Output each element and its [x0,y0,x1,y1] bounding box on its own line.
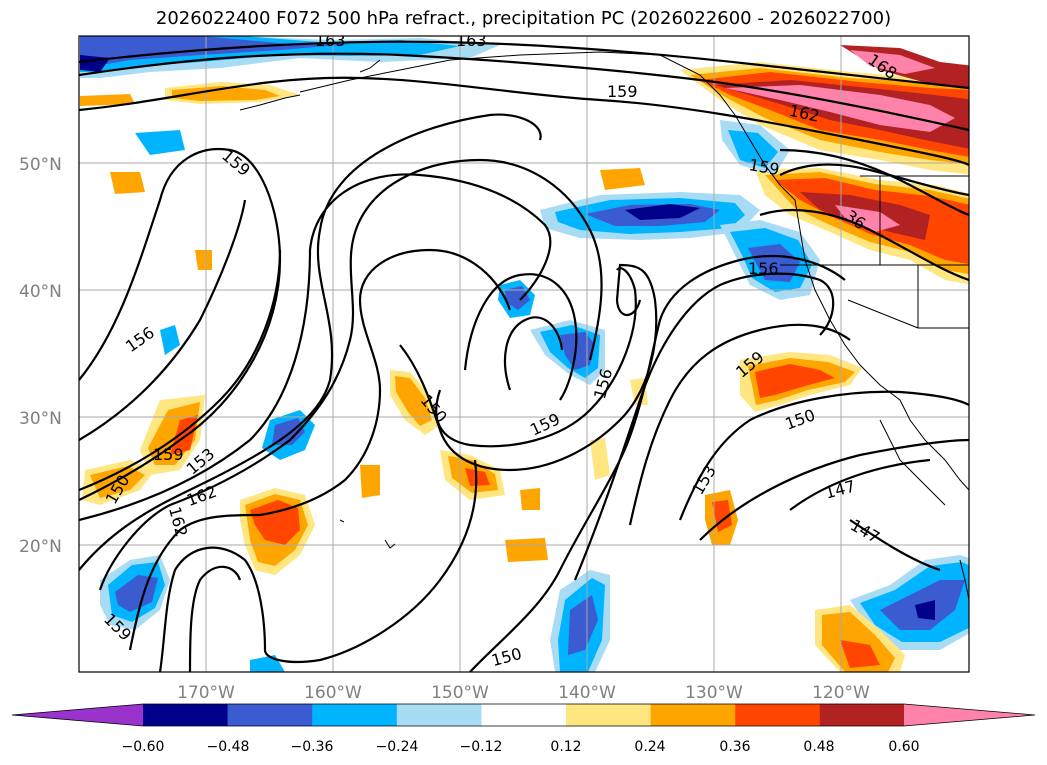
colorbar-segment [566,704,652,726]
colorbar-tick: 0.60 [888,739,919,755]
contour-label: 163 [315,31,346,50]
lon-label: 120°W [812,683,870,703]
lon-label: 170°W [177,683,235,703]
longitude-labels: 170°W 160°W 150°W 140°W 130°W 120°W [177,683,870,703]
contour-label: 162 [184,482,219,510]
contour-label: 150 [782,405,817,433]
lat-label: 50°N [19,155,62,175]
colorbar-tick: −0.60 [122,739,165,755]
colorbar-tick: −0.24 [376,739,419,755]
height-contours [79,40,969,672]
colorbar-tick: −0.12 [460,739,503,755]
colorbar-tick: −0.36 [291,739,334,755]
lat-label: 40°N [19,282,62,302]
colorbar-ticks: −0.60 −0.48 −0.36 −0.24 −0.12 0.12 0.24 … [122,739,920,755]
contour-label: 159 [153,445,184,464]
colorbar-extend-max [904,704,1035,726]
contour-label: 159 [607,82,638,101]
contour-label: 156 [122,323,158,356]
colorbar-segment [481,704,567,726]
precip-negative-areas [80,36,969,672]
colorbar-segment [312,704,398,726]
contour-label: 159 [527,409,563,439]
colorbar-segment [650,704,736,726]
contour-label: 156 [748,259,779,278]
contour-label: 147 [823,476,857,502]
map-frame [78,35,970,673]
colorbar-outline [11,703,1036,727]
colorbar-tick: 0.12 [550,739,581,755]
contour-label: 163 [456,31,487,50]
precip-positive-areas [80,82,905,672]
colorbar [11,703,1036,727]
contour-label: 147 [847,515,883,547]
map-plot-area: 163 163 159 159 162 168 159 156 156 159 … [79,31,969,672]
colorbar-segment [227,704,313,726]
colorbar-extend-min [12,704,143,726]
contour-label: 159 [218,146,254,180]
latitude-labels: 50°N 40°N 30°N 20°N [19,155,62,557]
colorbar-segment [396,704,482,726]
lon-label: 150°W [431,683,489,703]
colorbar-tick: −0.48 [207,739,250,755]
colorbar-segment [819,704,905,726]
chart-title: 2026022400 F072 500 hPa refract., precip… [155,8,892,29]
colorbar-tick: 0.24 [634,739,665,755]
lon-label: 140°W [558,683,616,703]
lon-label: 130°W [685,683,743,703]
colorbar-segment [735,704,821,726]
colorbar-segment [143,704,229,726]
lon-label: 160°W [304,683,362,703]
lat-label: 30°N [19,409,62,429]
lat-label: 20°N [19,537,62,557]
graticule [79,36,969,672]
contour-label: 159 [747,155,780,179]
colorbar-tick: 0.48 [803,739,834,755]
colorbar-tick: 0.36 [719,739,750,755]
contour-label: 162 [165,505,191,539]
